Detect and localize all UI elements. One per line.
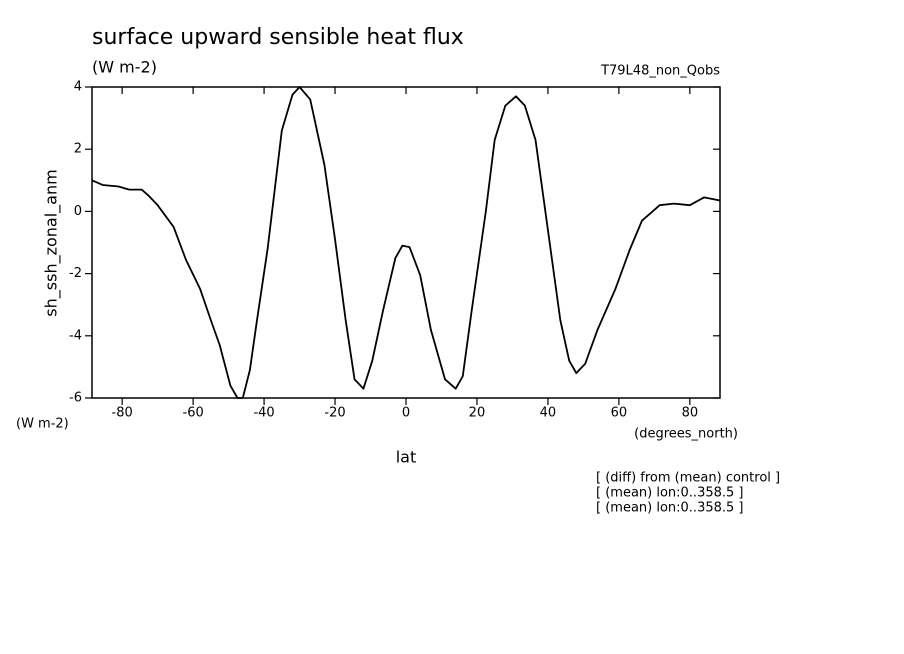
y-tick-label: -4: [69, 328, 82, 343]
y-tick-label: 4: [74, 80, 82, 95]
annotation: [ (diff) from (mean) control ]: [596, 471, 780, 486]
x-tick-label: 20: [469, 406, 486, 421]
y-units: (W m-2): [16, 417, 69, 432]
x-tick-label: 40: [540, 406, 557, 421]
data-line: [91, 86, 721, 399]
chart-title: surface upward sensible heat flux: [92, 25, 464, 50]
y-tick-label: -2: [69, 266, 82, 281]
x-units: (degrees_north): [634, 427, 738, 442]
x-tick-label: 60: [611, 406, 628, 421]
annotation: [ (mean) lon:0..358.5 ]: [596, 486, 744, 501]
y-axis-label: sh_ssh_zonal_anm: [42, 169, 62, 316]
x-tick-label: -80: [112, 406, 133, 421]
run-label: T79L48_non_Qobs: [600, 64, 720, 79]
y-tick-label: -6: [69, 391, 82, 406]
y-tick-label: 2: [74, 142, 82, 157]
x-tick-label: -20: [324, 406, 345, 421]
y-tick-label: 0: [74, 204, 82, 219]
annotation: [ (mean) lon:0..358.5 ]: [596, 501, 744, 516]
x-tick-label: -40: [253, 406, 274, 421]
x-tick-label: 80: [682, 406, 699, 421]
x-tick-label: 0: [402, 406, 410, 421]
x-tick-label: -60: [183, 406, 204, 421]
x-axis-label: lat: [396, 448, 417, 467]
chart-subtitle: (W m-2): [92, 58, 157, 77]
